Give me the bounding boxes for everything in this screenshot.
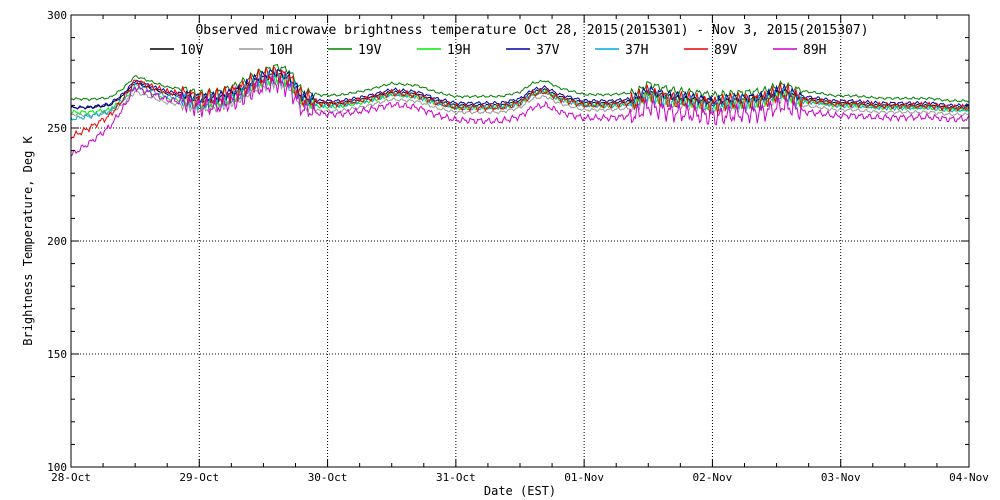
series-layer (70, 63, 970, 157)
legend: 10V 10H 19V 19H 37V 37H 89V 89H (150, 43, 826, 58)
y-tick-label: 300 (47, 9, 67, 22)
chart-title: Observed microwave brightness temperatur… (195, 23, 868, 38)
y-tick-label: 200 (47, 235, 67, 248)
x-tick-label: 28-Oct (51, 471, 91, 484)
x-tick-label: 29-Oct (179, 471, 219, 484)
y-tick-label: 100 (47, 461, 67, 474)
grid-layer (71, 15, 969, 467)
axis-layer: 100 150 200 250 300 28-Oct 29-Oct 30-Oct 31-Oct 0… (47, 9, 989, 484)
series-line-89h (70, 74, 970, 157)
legend-label-10h: 10H (269, 43, 292, 58)
x-tick-label: 30-Oct (308, 471, 348, 484)
legend-label-37h: 37H (625, 43, 648, 58)
legend-label-19h: 19H (447, 43, 470, 58)
legend-label-37v: 37V (536, 43, 560, 58)
y-tick-label: 250 (47, 122, 67, 135)
x-tick-label: 04-Nov (949, 471, 989, 484)
x-tick-label: 01-Nov (564, 471, 604, 484)
x-tick-label: 31-Oct (436, 471, 476, 484)
legend-label-89h: 89H (803, 43, 826, 58)
series-line-37v (70, 68, 970, 110)
x-tick-label: 02-Nov (693, 471, 733, 484)
plot-frame (70, 14, 970, 468)
series-line-89v (70, 65, 970, 140)
y-tick-label: 150 (47, 348, 67, 361)
y-axis-label: Brightness Temperature, Deg K (21, 135, 35, 345)
x-axis-label: Date (EST) (484, 484, 556, 498)
legend-label-89v: 89V (714, 43, 738, 58)
x-tick-label: 03-Nov (821, 471, 861, 484)
legend-label-10v: 10V (180, 43, 204, 58)
legend-label-19v: 19V (358, 43, 382, 58)
series-line-10v (70, 71, 970, 110)
